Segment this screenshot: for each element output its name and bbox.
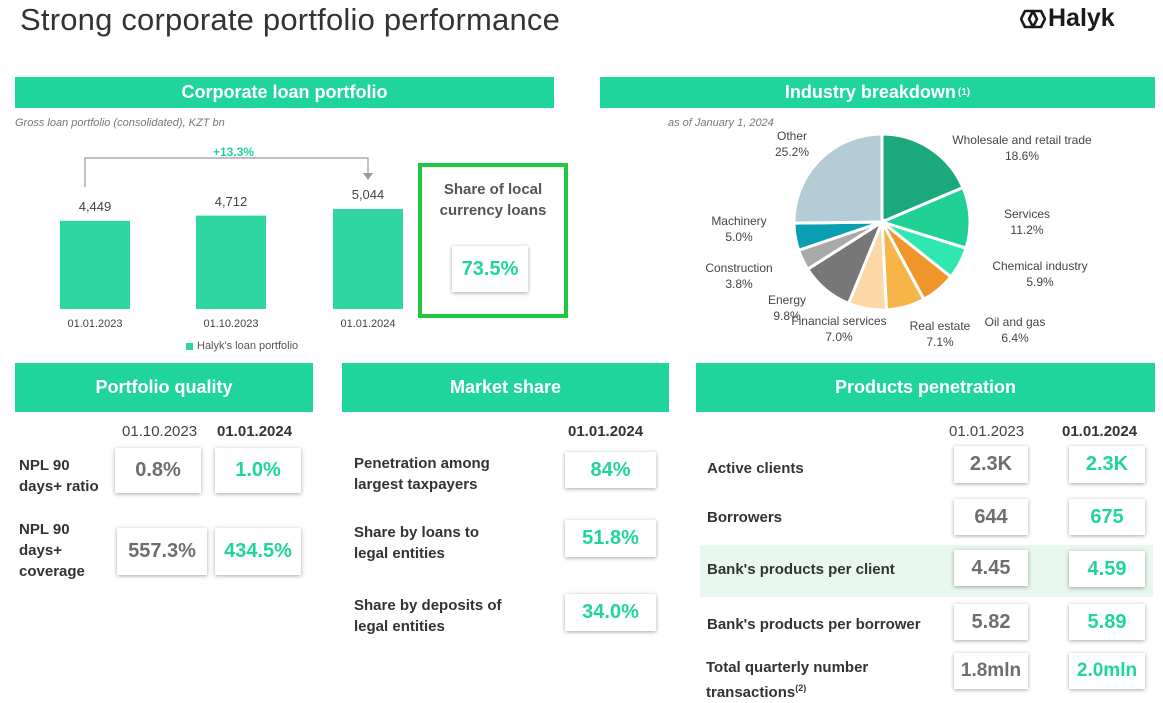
local-currency-share-value: 73.5% (452, 246, 528, 292)
pie-label-category: Energy (767, 293, 807, 307)
pie-label: Services 11.2% (947, 206, 1107, 238)
growth-bracket (84, 157, 369, 187)
quarterly-transactions-prev: 1.8mln (954, 653, 1028, 689)
pie-label: Chemical industry 5.9% (960, 258, 1120, 290)
page-title: Strong corporate portfolio performance (20, 2, 561, 37)
loans-share-value: 51.8% (565, 520, 656, 557)
pie-label-value: 5.9% (1026, 275, 1054, 289)
pie-label-value: 25.2% (774, 145, 810, 159)
npl-ratio-current: 1.0% (215, 448, 301, 493)
pie-label: Machinery 5.0% (659, 213, 819, 245)
taxpayers-penetration-label: Penetration among largest taxpayers (354, 455, 490, 493)
industry-pie-chart (792, 132, 972, 312)
pie-label-category: Other (776, 129, 807, 143)
quarterly-transactions-label: Total quarterly number transactions(2) (706, 657, 896, 703)
legend-label: Halyk's loan portfolio (197, 340, 299, 352)
products-per-client-label: Bank's products per client (707, 561, 895, 578)
pie-label: Other 25.2% (712, 128, 872, 160)
bar-01.10.2023 (196, 215, 266, 309)
pie-label-value: 5.0% (725, 230, 753, 244)
bar-value-label: 4,712 (214, 193, 248, 209)
market-col-header: 01.01.2024 (568, 423, 644, 440)
products-per-client-current: 4.59 (1069, 551, 1145, 587)
industry-header: Industry breakdown (1) (600, 77, 1155, 108)
pie-label-value: 18.6% (1004, 149, 1040, 163)
loan-portfolio-header: Corporate loan portfolio (15, 77, 554, 108)
taxpayers-penetration-value: 84% (565, 452, 656, 488)
pie-label-value: 9.8% (773, 309, 801, 323)
active-clients-label: Active clients (707, 460, 804, 477)
active-clients-prev: 2.3K (954, 446, 1028, 483)
market-share-header: Market share (342, 363, 669, 412)
industry-subtitle: as of January 1, 2024 (668, 117, 774, 129)
pie-label-value: 7.0% (825, 330, 853, 344)
quality-col2-header: 01.01.2024 (217, 423, 293, 440)
growth-label: +13.3% (213, 145, 255, 159)
pie-label-category: Construction (705, 261, 773, 275)
local-currency-share-title: Share of local currency loans (439, 181, 547, 219)
x-axis-tick-label: 01.10.2023 (203, 318, 259, 330)
pie-label-category: Wholesale and retail trade (952, 133, 1092, 147)
halyk-logo-icon (1020, 9, 1046, 28)
bar-value-label: 5,044 (351, 187, 385, 203)
chart-legend: Halyk's loan portfolio (186, 340, 298, 352)
legend-swatch (186, 342, 193, 350)
products-col2-header: 01.01.2024 (1062, 423, 1138, 440)
products-per-borrower-current: 5.89 (1069, 604, 1145, 640)
borrowers-current: 675 (1069, 499, 1145, 535)
x-axis-tick-label: 01.01.2024 (340, 318, 396, 330)
pie-label: Financial services 7.0% (759, 313, 919, 345)
logo-text: Halyk (1048, 4, 1115, 32)
pie-label: Real estate 7.1% (860, 318, 1020, 350)
products-col1-header: 01.01.2023 (949, 423, 1025, 440)
deposits-share-value: 34.0% (565, 594, 656, 631)
active-clients-current: 2.3K (1069, 446, 1145, 483)
pie-label-category: Services (1003, 207, 1050, 221)
pie-label-category: Financial services (791, 314, 887, 328)
npl-ratio-label: NPL 90 days+ ratio (19, 457, 99, 495)
deposits-share-label: Share by deposits of legal entities (354, 597, 502, 635)
pie-label-category: Real estate (909, 319, 971, 333)
pie-label: Construction 3.8% (659, 260, 819, 292)
pie-label-value: 6.4% (1001, 331, 1029, 345)
products-penetration-header: Products penetration (696, 363, 1155, 412)
quality-col1-header: 01.10.2023 (122, 423, 198, 440)
quarterly-transactions-text: Total quarterly number transactions (706, 659, 869, 701)
pie-label: Wholesale and retail trade 18.6% (942, 132, 1102, 164)
loan-bar-chart (60, 157, 403, 309)
quarterly-transactions-current: 2.0mln (1069, 653, 1145, 689)
borrowers-prev: 644 (954, 499, 1028, 535)
pie-label: Energy 9.8% (707, 292, 867, 324)
pie-label-value: 11.2% (1010, 223, 1044, 237)
bar-01.01.2023 (60, 220, 130, 309)
pie-label: Oil and gas 6.4% (935, 314, 1095, 346)
npl-coverage-current: 434.5% (215, 528, 301, 575)
growth-arrowhead-icon (363, 173, 373, 180)
npl-coverage-prev: 557.3% (117, 528, 207, 575)
pie-label-category: Oil and gas (984, 315, 1046, 329)
industry-header-text: Industry breakdown (784, 82, 956, 102)
loans-share-label: Share by loans to legal entities (354, 524, 480, 562)
pie-label-value: 7.1% (926, 335, 954, 349)
industry-header-footnote: (1) (957, 87, 971, 98)
x-axis-tick-label: 01.01.2023 (67, 318, 123, 330)
bar-01.01.2024 (333, 209, 403, 309)
products-per-client-prev: 4.45 (954, 550, 1028, 586)
pie-slice-other (792, 132, 884, 225)
quarterly-transactions-footnote: (2) (795, 683, 807, 693)
products-per-borrower-prev: 5.82 (954, 604, 1028, 640)
loan-subtitle: Gross loan portfolio (consolidated), KZT… (15, 117, 225, 129)
npl-coverage-label: NPL 90 days+ coverage (19, 521, 85, 580)
pie-slice-wholesale-and-retail-trade (880, 132, 965, 225)
npl-ratio-prev: 0.8% (115, 448, 201, 493)
bar-value-label: 4,449 (78, 198, 112, 214)
products-per-borrower-label: Bank's products per borrower (707, 616, 921, 633)
borrowers-label: Borrowers (707, 509, 783, 526)
local-currency-share-box: Share of local currency loans 73.5% (418, 163, 568, 318)
portfolio-quality-header: Portfolio quality (15, 363, 313, 412)
pie-label-category: Machinery (711, 214, 767, 228)
pie-label-category: Chemical industry (992, 259, 1088, 273)
halyk-logo: Halyk (1020, 4, 1115, 33)
pie-label-value: 3.8% (725, 277, 753, 291)
